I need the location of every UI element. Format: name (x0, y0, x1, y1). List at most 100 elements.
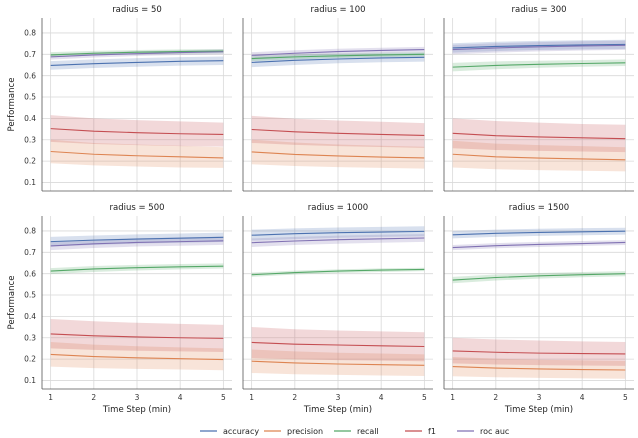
recall-line (452, 62, 626, 68)
precision-ci-band (452, 140, 626, 172)
f1-ci-band (452, 118, 626, 153)
x-tick-label: 1 (249, 393, 254, 402)
precision-line (251, 360, 425, 366)
f1-ci-band (50, 115, 224, 147)
precision-line (50, 150, 224, 159)
y-tick-label: 0.1 (24, 178, 36, 187)
roc-auc-line (452, 241, 626, 249)
y-tick-label: 0.4 (24, 312, 36, 321)
recall-line (251, 53, 425, 60)
accuracy-line (251, 230, 425, 236)
x-tick-label: 3 (537, 393, 542, 402)
panel-6: radius = 1500 1 2 3 4 5 Time Step (min) (443, 203, 634, 415)
precision-ci-band (251, 139, 425, 169)
x-axis-label: Time Step (min) (102, 405, 171, 415)
f1-line (251, 128, 425, 137)
precision-line (251, 151, 425, 159)
precision-ci-band (50, 139, 224, 168)
y-tick-label: 0.7 (24, 50, 36, 59)
y-tick-label: 0.5 (24, 93, 36, 102)
precision-line (452, 366, 626, 371)
recall-ci-band (452, 59, 626, 72)
y-tick-label: 0.4 (24, 114, 36, 123)
x-tick-label: 2 (493, 393, 498, 402)
accuracy-line (452, 43, 626, 49)
y-tick-label: 0.5 (24, 291, 36, 300)
accuracy-ci-band (452, 227, 626, 239)
roc-auc-line (50, 51, 224, 58)
accuracy-line (50, 60, 224, 66)
x-axis-label: Time Step (min) (303, 405, 372, 415)
f1-line (50, 333, 224, 339)
accuracy-ci-band (50, 56, 224, 70)
x-tick-label: 5 (422, 393, 427, 402)
roc-auc-ci-band (251, 234, 425, 247)
roc-auc-line (251, 237, 425, 244)
accuracy-line (50, 236, 224, 243)
y-tick-label: 0.6 (24, 269, 36, 278)
y-tick-label: 0.7 (24, 248, 36, 257)
x-tick-label: 3 (135, 393, 140, 402)
accuracy-ci-band (251, 226, 425, 241)
y-tick-label: 0.8 (24, 227, 36, 236)
accuracy-line (452, 230, 626, 236)
recall-ci-band (50, 263, 224, 275)
f1-line (452, 350, 626, 355)
y-axis-label: Performance (7, 276, 17, 330)
y-tick-label: 0.2 (24, 157, 36, 166)
panel-4: radius = 500 0.1 0.2 0.3 0.4 0.5 0.6 0.7 0.8 Perf… (7, 203, 232, 415)
accuracy-ci-band (452, 39, 626, 53)
x-tick-label: 1 (48, 393, 53, 402)
panel-title: radius = 500 (109, 203, 164, 213)
y-tick-label: 0.3 (24, 135, 36, 144)
legend: accuracy precision recall f1 roc auc (200, 427, 509, 436)
roc-auc-line (251, 49, 425, 56)
roc-auc-line (50, 240, 224, 247)
f1-ci-band (452, 337, 626, 366)
panel-title: radius = 50 (112, 5, 162, 15)
x-tick-label: 2 (91, 393, 96, 402)
f1-ci-band (251, 327, 425, 362)
y-tick-label: 0.1 (24, 376, 36, 385)
f1-ci-band (50, 318, 224, 353)
roc-auc-ci-band (452, 240, 626, 251)
legend-label-f1: f1 (428, 427, 436, 436)
roc-auc-ci-band (251, 46, 425, 59)
y-axis-label: Performance (7, 78, 17, 132)
precision-ci-band (452, 356, 626, 379)
panel-title: radius = 1500 (509, 203, 569, 213)
x-tick-label: 2 (292, 393, 297, 402)
precision-line (50, 353, 224, 361)
precision-ci-band (251, 349, 425, 376)
panel-3: radius = 300 (443, 5, 634, 192)
legend-label-precision: precision (287, 427, 323, 436)
roc-auc-line (452, 44, 626, 51)
recall-line (50, 50, 224, 56)
x-tick-label: 4 (379, 393, 384, 402)
recall-line (50, 265, 224, 272)
x-axis-label: Time Step (min) (504, 405, 573, 415)
legend-label-recall: recall (357, 427, 379, 436)
y-tick-label: 0.2 (24, 355, 36, 364)
x-tick-label: 4 (178, 393, 183, 402)
x-tick-label: 3 (336, 393, 341, 402)
panel-title: radius = 1000 (308, 203, 368, 213)
roc-auc-ci-band (452, 40, 626, 55)
x-tick-label: 5 (623, 393, 628, 402)
recall-line (251, 268, 425, 276)
panel-2: radius = 100 (242, 5, 433, 192)
x-tick-label: 4 (580, 393, 585, 402)
x-tick-label: 1 (450, 393, 455, 402)
accuracy-line (251, 56, 425, 63)
y-tick-label: 0.8 (24, 29, 36, 38)
y-tick-label: 0.6 (24, 71, 36, 80)
legend-label-roc-auc: roc auc (480, 427, 509, 436)
f1-ci-band (251, 115, 425, 148)
panel-1: radius = 50 0.1 0.2 0.3 0.4 0.5 0.6 0.7 0.8 Perfo… (7, 5, 232, 192)
f1-line (452, 132, 626, 140)
y-tick-label: 0.3 (24, 333, 36, 342)
panel-title: radius = 100 (310, 5, 365, 15)
f1-line (251, 341, 425, 348)
recall-line (452, 273, 626, 281)
recall-ci-band (452, 271, 626, 284)
